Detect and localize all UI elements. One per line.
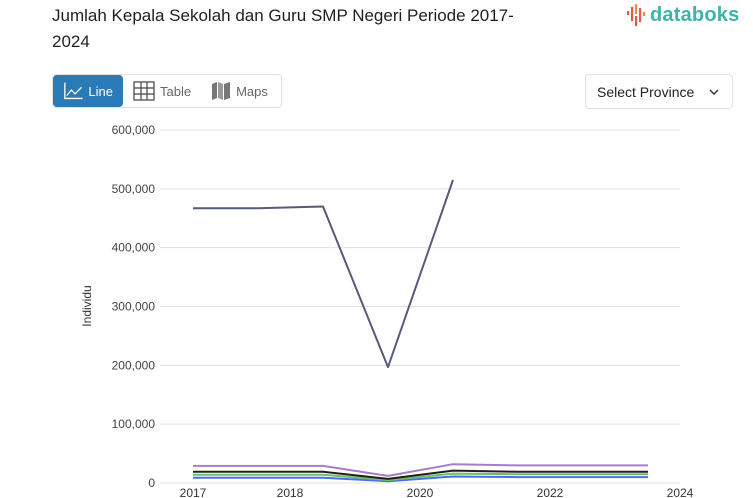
series-line[interactable] <box>193 179 454 369</box>
province-select[interactable]: Select Province <box>585 74 733 109</box>
tab-maps[interactable]: Maps <box>201 75 278 107</box>
series-line[interactable] <box>193 469 648 480</box>
y-tick-label: 600,000 <box>112 123 156 137</box>
tab-line-label: Line <box>88 83 113 99</box>
chevron-down-icon <box>709 89 719 95</box>
y-tick-label: 100,000 <box>112 417 156 431</box>
sound-bars-icon <box>627 4 646 26</box>
series-lines <box>193 179 648 483</box>
y-axis-gridlines <box>160 129 680 484</box>
y-tick-label: 200,000 <box>112 358 156 372</box>
line-chart: 0 100,000 200,000 300,000 400,000 500,000 600,… <box>80 123 694 498</box>
databoks-logo[interactable]: databoks <box>626 3 739 27</box>
x-axis-labels: 2017 2018 2020 2022 2024 <box>180 486 694 498</box>
y-tick-label: 400,000 <box>112 241 156 255</box>
series-line[interactable] <box>193 463 648 477</box>
y-tick-label: 500,000 <box>112 182 156 196</box>
map-icon <box>212 82 231 100</box>
y-axis-title: Individu <box>80 285 94 326</box>
tab-maps-label: Maps <box>236 83 268 99</box>
y-tick-label: 300,000 <box>112 300 156 314</box>
province-select-label: Select Province <box>597 83 695 100</box>
x-tick-label: 2020 <box>407 486 434 498</box>
logo-text: databoks <box>650 3 740 26</box>
view-tabs: Line Table Maps <box>52 74 282 108</box>
x-tick-label: 2018 <box>277 486 304 498</box>
tab-table[interactable]: Table <box>123 75 201 107</box>
line-chart-icon <box>64 82 83 100</box>
x-tick-label: 2024 <box>667 486 694 498</box>
x-tick-label: 2022 <box>537 486 564 498</box>
y-axis-labels: 0 100,000 200,000 300,000 400,000 500,000 600,… <box>112 123 156 490</box>
table-grid-icon <box>133 81 155 101</box>
tab-table-label: Table <box>160 83 192 99</box>
y-tick-label: 0 <box>148 476 155 490</box>
tab-line[interactable]: Line <box>53 75 123 107</box>
series-line[interactable] <box>193 472 648 482</box>
chart-title: Jumlah Kepala Sekolah dan Guru SMP Neger… <box>52 6 514 51</box>
series-line[interactable] <box>193 475 648 483</box>
x-tick-label: 2017 <box>180 486 207 498</box>
